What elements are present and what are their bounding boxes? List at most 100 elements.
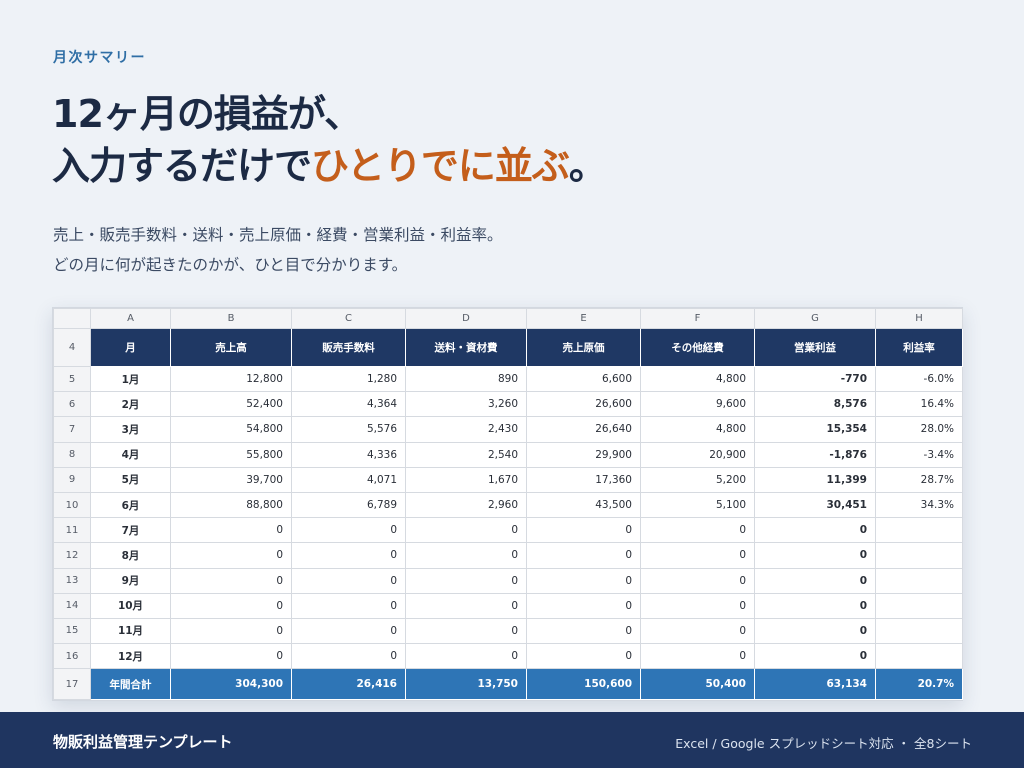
month-cell[interactable]: 11月 — [90, 617, 171, 645]
total-cell[interactable]: 26,416 — [291, 668, 406, 701]
table-cell[interactable]: 0 — [640, 567, 755, 594]
table-cell[interactable]: 0 — [405, 592, 527, 619]
month-cell[interactable]: 8月 — [90, 542, 171, 569]
month-cell[interactable]: 5月 — [90, 466, 171, 493]
month-cell[interactable]: 3月 — [90, 416, 171, 443]
table-cell[interactable]: 0 — [754, 542, 876, 569]
table-cell[interactable]: 4,800 — [640, 416, 755, 443]
row-number[interactable]: 14 — [53, 592, 91, 619]
row-number[interactable]: 9 — [53, 466, 91, 493]
table-cell[interactable]: 0 — [640, 517, 755, 544]
column-header[interactable]: 販売手数料 — [291, 328, 406, 367]
table-cell[interactable] — [875, 567, 963, 594]
table-cell[interactable] — [875, 542, 963, 569]
table-cell[interactable]: 30,451 — [754, 491, 876, 519]
month-cell[interactable]: 9月 — [90, 567, 171, 594]
row-number[interactable]: 4 — [53, 328, 91, 367]
month-cell[interactable]: 2月 — [90, 391, 171, 418]
table-cell[interactable]: 0 — [754, 643, 876, 670]
table-cell[interactable]: 0 — [526, 542, 641, 569]
table-cell[interactable]: 0 — [640, 592, 755, 619]
table-cell[interactable]: 4,071 — [291, 466, 406, 493]
table-cell[interactable]: -6.0% — [875, 365, 963, 393]
table-cell[interactable]: -1,876 — [754, 441, 876, 468]
table-cell[interactable]: 0 — [170, 517, 292, 544]
table-cell[interactable]: 34.3% — [875, 491, 963, 519]
table-cell[interactable]: 0 — [754, 592, 876, 619]
table-cell[interactable]: -3.4% — [875, 441, 963, 468]
row-number[interactable]: 11 — [53, 517, 91, 544]
table-cell[interactable]: 11,399 — [754, 466, 876, 493]
row-number[interactable]: 17 — [53, 668, 91, 701]
row-number[interactable]: 7 — [53, 416, 91, 443]
table-cell[interactable]: -770 — [754, 365, 876, 393]
column-letter-d[interactable]: D — [405, 308, 527, 329]
table-cell[interactable]: 54,800 — [170, 416, 292, 443]
table-cell[interactable]: 4,364 — [291, 391, 406, 418]
column-letter-f[interactable]: F — [640, 308, 755, 329]
table-cell[interactable]: 6,600 — [526, 365, 641, 393]
table-cell[interactable]: 28.7% — [875, 466, 963, 493]
month-cell[interactable]: 10月 — [90, 592, 171, 619]
row-number[interactable]: 6 — [53, 391, 91, 418]
table-cell[interactable]: 0 — [291, 643, 406, 670]
month-cell[interactable]: 6月 — [90, 491, 171, 519]
row-number[interactable]: 15 — [53, 617, 91, 645]
table-cell[interactable]: 0 — [405, 617, 527, 645]
column-header[interactable]: 月 — [90, 328, 171, 367]
table-cell[interactable]: 43,500 — [526, 491, 641, 519]
table-cell[interactable]: 0 — [640, 542, 755, 569]
table-cell[interactable]: 0 — [754, 517, 876, 544]
row-number[interactable]: 10 — [53, 491, 91, 519]
table-cell[interactable]: 0 — [640, 643, 755, 670]
table-cell[interactable]: 88,800 — [170, 491, 292, 519]
table-cell[interactable]: 5,576 — [291, 416, 406, 443]
table-cell[interactable]: 0 — [170, 617, 292, 645]
table-cell[interactable]: 0 — [170, 542, 292, 569]
column-letter-h[interactable]: H — [875, 308, 963, 329]
row-number[interactable]: 13 — [53, 567, 91, 594]
table-cell[interactable]: 890 — [405, 365, 527, 393]
column-header[interactable]: その他経費 — [640, 328, 755, 367]
table-cell[interactable]: 0 — [405, 517, 527, 544]
total-cell[interactable]: 13,750 — [405, 668, 527, 701]
table-cell[interactable]: 1,670 — [405, 466, 527, 493]
column-header[interactable]: 送料・資材費 — [405, 328, 527, 367]
table-cell[interactable]: 0 — [754, 617, 876, 645]
table-cell[interactable]: 0 — [291, 517, 406, 544]
table-cell[interactable]: 29,900 — [526, 441, 641, 468]
table-cell[interactable]: 0 — [291, 592, 406, 619]
total-label-cell[interactable]: 年間合計 — [90, 668, 171, 701]
table-cell[interactable]: 16.4% — [875, 391, 963, 418]
table-cell[interactable]: 15,354 — [754, 416, 876, 443]
table-cell[interactable]: 4,336 — [291, 441, 406, 468]
table-cell[interactable]: 1,280 — [291, 365, 406, 393]
column-letter-b[interactable]: B — [170, 308, 292, 329]
table-cell[interactable]: 3,260 — [405, 391, 527, 418]
column-header[interactable]: 利益率 — [875, 328, 963, 367]
table-cell[interactable]: 0 — [291, 542, 406, 569]
column-header[interactable]: 売上高 — [170, 328, 292, 367]
table-cell[interactable]: 0 — [640, 617, 755, 645]
table-cell[interactable]: 5,200 — [640, 466, 755, 493]
table-cell[interactable]: 0 — [291, 567, 406, 594]
sheet-corner[interactable] — [53, 308, 91, 329]
row-number[interactable]: 5 — [53, 365, 91, 393]
month-cell[interactable]: 1月 — [90, 365, 171, 393]
table-cell[interactable]: 39,700 — [170, 466, 292, 493]
table-cell[interactable] — [875, 517, 963, 544]
table-cell[interactable]: 0 — [405, 567, 527, 594]
row-number[interactable]: 16 — [53, 643, 91, 670]
row-number[interactable]: 8 — [53, 441, 91, 468]
column-letter-c[interactable]: C — [291, 308, 406, 329]
table-cell[interactable]: 55,800 — [170, 441, 292, 468]
table-cell[interactable]: 0 — [526, 567, 641, 594]
table-cell[interactable]: 0 — [754, 567, 876, 594]
total-cell[interactable]: 50,400 — [640, 668, 755, 701]
column-letter-e[interactable]: E — [526, 308, 641, 329]
table-cell[interactable]: 26,640 — [526, 416, 641, 443]
column-header[interactable]: 売上原価 — [526, 328, 641, 367]
total-cell[interactable]: 304,300 — [170, 668, 292, 701]
table-cell[interactable]: 12,800 — [170, 365, 292, 393]
month-cell[interactable]: 4月 — [90, 441, 171, 468]
